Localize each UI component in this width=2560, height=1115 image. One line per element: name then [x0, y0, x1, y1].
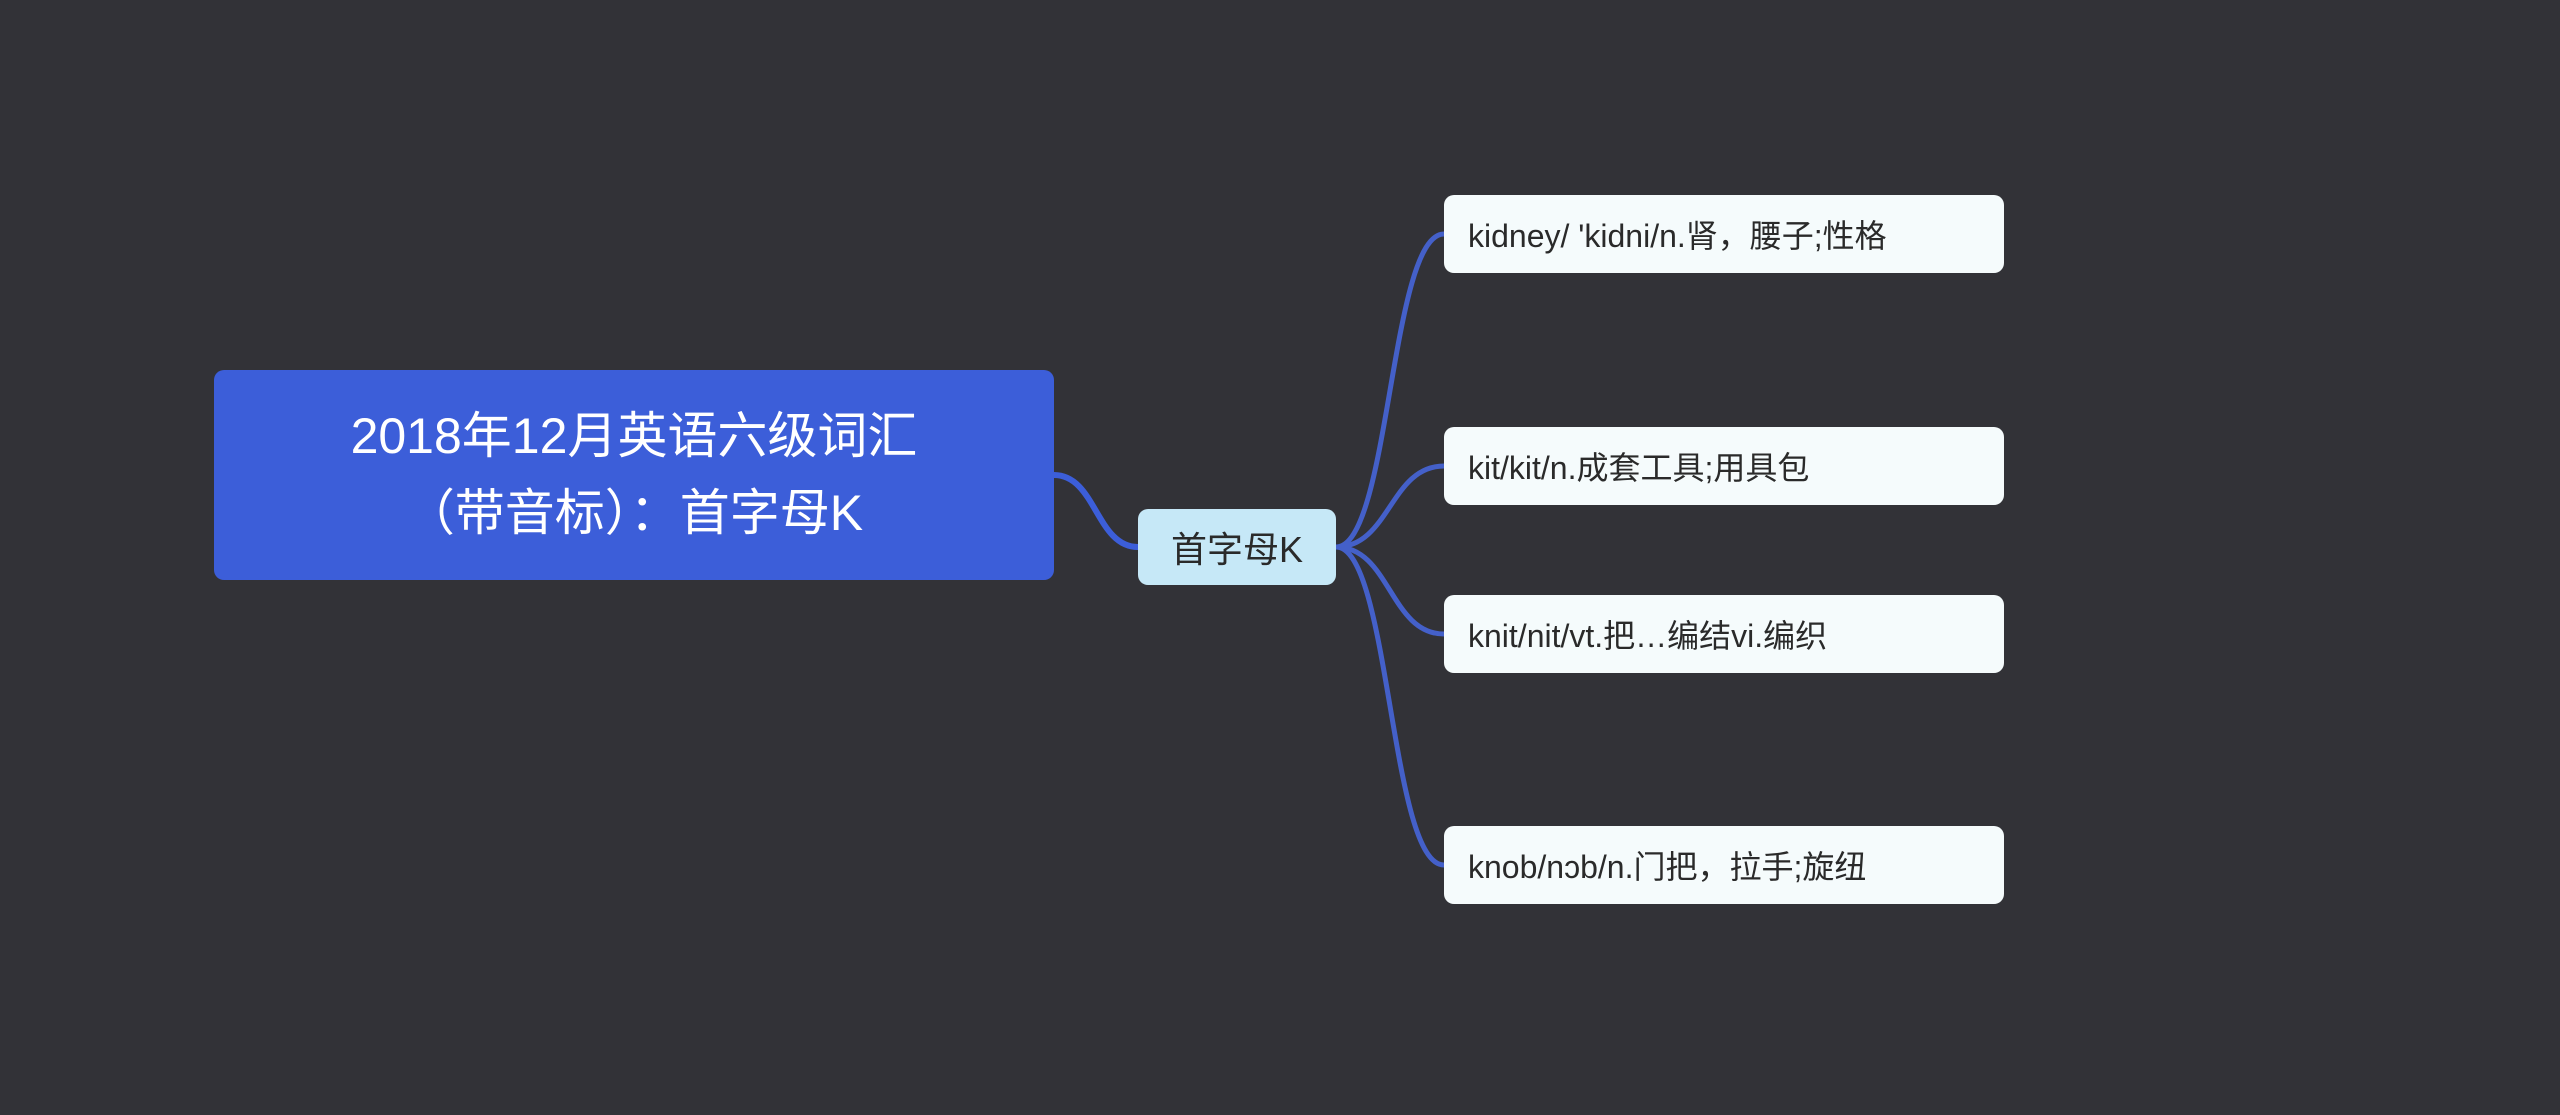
leaf-node-2[interactable]: knit/nit/vt.把…编结vi.编织: [1444, 595, 2004, 673]
leaf-node-3[interactable]: knob/nɔb/n.门把，拉手;旋纽: [1444, 826, 2004, 904]
mindmap-canvas: 2018年12月英语六级词汇 （带音标）：首字母K 首字母K kidney/ 'ki…: [0, 0, 2560, 1115]
child-node[interactable]: 首字母K: [1138, 509, 1336, 585]
root-node[interactable]: 2018年12月英语六级词汇 （带音标）：首字母K: [214, 370, 1054, 580]
leaf-node-0[interactable]: kidney/ 'kidni/n.肾，腰子;性格: [1444, 195, 2004, 273]
leaf-node-1[interactable]: kit/kit/n.成套工具;用具包: [1444, 427, 2004, 505]
